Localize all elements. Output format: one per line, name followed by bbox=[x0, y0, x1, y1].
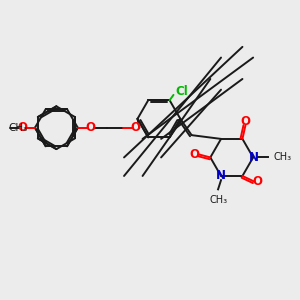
Text: CH₃: CH₃ bbox=[8, 123, 28, 133]
Text: O: O bbox=[130, 121, 140, 134]
Text: CH₃: CH₃ bbox=[209, 195, 227, 205]
Text: N: N bbox=[216, 169, 226, 182]
Text: O: O bbox=[190, 148, 200, 161]
Text: N: N bbox=[249, 151, 259, 164]
Text: O: O bbox=[85, 121, 95, 134]
Text: CH₃: CH₃ bbox=[274, 152, 292, 162]
Text: O: O bbox=[252, 175, 262, 188]
Text: O: O bbox=[17, 121, 28, 134]
Text: O: O bbox=[240, 115, 250, 128]
Text: Cl: Cl bbox=[175, 85, 188, 98]
